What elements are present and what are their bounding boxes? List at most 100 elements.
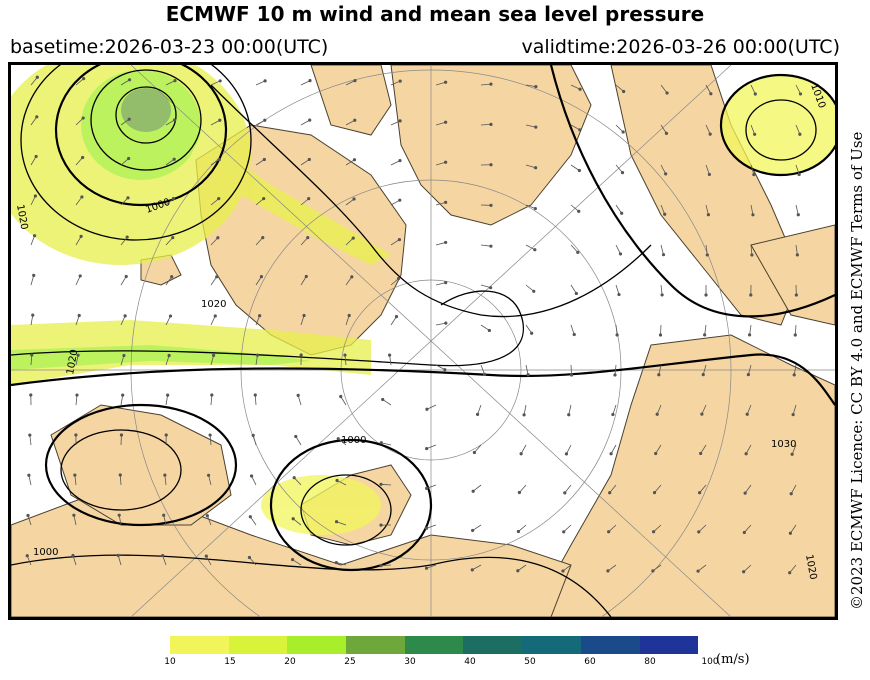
wind-arrow	[660, 84, 668, 94]
wind-arrow-head	[27, 473, 31, 477]
wind-arrow-head	[352, 197, 356, 201]
wind-arrow-head	[217, 157, 221, 162]
wind-arrow-head	[516, 529, 521, 534]
wind-arrow	[345, 119, 355, 126]
wind-arrow	[300, 159, 310, 166]
wind-arrow-head	[563, 491, 567, 495]
colorbar-tick: 30	[404, 657, 416, 667]
wind-arrow-head	[335, 478, 339, 483]
wind-arrow-head	[170, 275, 174, 279]
wind-arrow	[474, 444, 482, 453]
wind-arrow-head	[161, 553, 165, 558]
wind-arrow	[435, 364, 446, 371]
colorbar-tick: 100	[701, 657, 719, 667]
wind-arrow	[344, 355, 347, 366]
wind-arrow	[609, 484, 617, 494]
wind-arrow-head	[171, 235, 175, 240]
wind-arrow	[165, 80, 176, 86]
wind-arrow-head	[489, 286, 493, 290]
wind-arrow-head	[334, 520, 339, 524]
wind-arrow-head	[168, 314, 173, 318]
wind-arrow-head	[444, 120, 448, 124]
wind-arrow	[789, 564, 797, 574]
wind-arrow	[704, 324, 707, 335]
isobar-low-atlantic-3	[54, 65, 228, 207]
wind-arrow	[120, 197, 129, 206]
wind-arrow	[75, 157, 83, 166]
isobar-low-svalbard-inner	[60, 429, 182, 511]
wind-arrow	[163, 515, 167, 526]
colorbar-tick: 25	[344, 657, 356, 667]
wind-arrow	[472, 524, 482, 531]
wind-arrow	[117, 555, 122, 566]
wind-arrow	[660, 124, 667, 134]
wind-arrow-head	[706, 213, 711, 217]
wind-arrow-head	[379, 441, 383, 445]
wind-arrow-head	[71, 553, 75, 558]
wind-arrow-head	[291, 517, 295, 521]
isobar-low-barents-inner	[300, 474, 392, 546]
wind-arrow-head	[117, 513, 121, 517]
wind-arrow	[345, 237, 354, 246]
wind-arrow	[165, 119, 175, 126]
wind-arrow	[660, 284, 663, 295]
wind-arrow	[255, 315, 261, 326]
wind-arrow-head	[353, 118, 357, 122]
wind-arrow	[744, 524, 752, 533]
wind-arrow	[390, 316, 397, 326]
wind-arrow-head	[258, 314, 262, 318]
wind-arrow	[300, 276, 307, 286]
wind-arrow-head	[26, 513, 30, 518]
wind-arrow	[793, 364, 797, 375]
wind-arrow-head	[742, 570, 746, 574]
wind-arrow-head	[793, 333, 797, 337]
wind-arrow-head	[748, 333, 752, 337]
colorbar-tick: 40	[464, 657, 476, 667]
wind-arrow-head	[248, 515, 252, 519]
wind-arrow-head	[30, 353, 34, 357]
wind-arrow	[119, 474, 122, 486]
wind-arrow	[73, 515, 77, 526]
wind-arrow	[28, 475, 32, 486]
wind-arrow	[705, 124, 711, 135]
wind-arrow-head	[487, 328, 491, 333]
wind-arrow	[570, 204, 579, 212]
wind-arrow-head	[475, 412, 480, 416]
wind-arrow-head	[77, 313, 81, 318]
wind-arrow	[345, 315, 350, 326]
wind-arrow-head	[798, 92, 803, 96]
wind-arrow-head	[664, 131, 669, 135]
wind-arrow	[750, 84, 756, 95]
wind-arrow	[795, 124, 801, 135]
wind-arrow-head	[750, 253, 754, 257]
wind-arrow-head	[661, 253, 666, 257]
wind-arrow-head	[35, 115, 39, 119]
wind-arrow-head	[424, 526, 429, 530]
wind-arrow	[210, 237, 219, 246]
map-frame[interactable]: 1020 1000 1020 1020 1000 1030 1000 1020 …	[8, 62, 838, 620]
wind-arrow	[30, 156, 37, 166]
wind-arrow	[120, 395, 124, 406]
wind-arrow	[27, 515, 32, 526]
wind-arrow	[75, 236, 82, 246]
wind-arrow-head	[444, 240, 448, 245]
wind-arrow	[615, 244, 621, 255]
colorbar-tick: 80	[644, 657, 656, 667]
wind-arrow-head	[205, 514, 209, 518]
wind-arrow-head	[753, 132, 757, 136]
wind-arrow	[563, 524, 572, 533]
wind-arrow	[120, 276, 127, 286]
wind-arrow-head	[74, 433, 78, 437]
wind-arrow-head	[425, 446, 429, 451]
wind-arrow	[426, 444, 437, 449]
wind-arrow-head	[489, 122, 493, 126]
wind-arrow	[297, 395, 302, 406]
wind-arrow-head	[655, 412, 659, 416]
wind-arrow	[700, 444, 707, 454]
wind-arrow	[165, 315, 171, 326]
wind-arrow	[745, 444, 752, 454]
wind-arrow-head	[705, 253, 709, 257]
isobar-central	[11, 290, 525, 367]
wind-arrow-head	[173, 79, 177, 83]
isobar-label: 1020	[201, 299, 226, 310]
